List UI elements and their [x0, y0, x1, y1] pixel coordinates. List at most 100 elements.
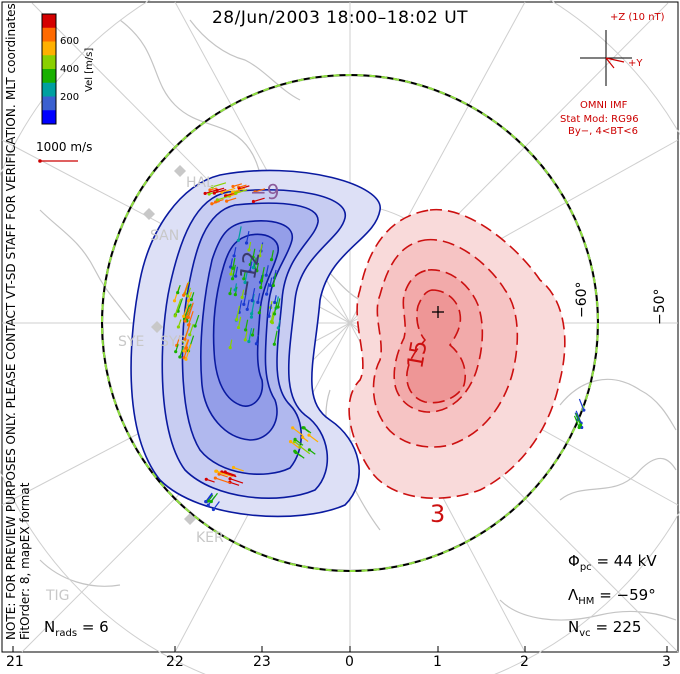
velocity-vector [246, 299, 250, 310]
velocity-vector-origin [214, 200, 218, 204]
velocity-vector-origin [269, 258, 274, 262]
velocity-vector-origin [182, 314, 186, 319]
velocity-vector-origin [301, 435, 305, 440]
vector-count: Nvc = 225 [568, 618, 641, 639]
colorbar-swatch [42, 55, 56, 70]
velocity-vector-origin [232, 254, 236, 258]
velocity-vector [308, 434, 319, 443]
velocity-vector-origin [186, 299, 191, 303]
positive-potential-cell [348, 208, 566, 499]
velocity-vector [248, 327, 253, 342]
velocity-vector [232, 187, 245, 193]
velocity-vector [237, 226, 242, 241]
site-label-san: SAN [150, 228, 180, 244]
imf-z-label: +Z (10 nT) [610, 12, 665, 23]
reference-vector-label: 1000 m/s [36, 140, 93, 154]
velocity-vector [294, 438, 304, 446]
potential-max-marker [432, 306, 444, 318]
velocity-vector-origin [186, 315, 190, 319]
velocity-vector-origin [203, 191, 207, 196]
colorbar-label: Vel [m/s] [84, 47, 95, 92]
nvc-symbol: N [568, 618, 580, 636]
velocity-vector-origin [228, 291, 232, 296]
site-label-sys: SYS [160, 334, 187, 350]
velocity-vector-origin [188, 333, 192, 337]
contour-label-15: 15 [403, 338, 433, 371]
velocity-vector-origin [231, 465, 236, 470]
velocity-vector [243, 292, 247, 305]
velocity-vector-origin [230, 277, 235, 281]
velocity-vector-origin [209, 499, 213, 504]
velocity-vector-origin [245, 307, 249, 311]
colorbar-swatch [42, 27, 56, 42]
velocity-vector-origin [251, 199, 256, 204]
velocity-vector-origin [249, 315, 254, 319]
plot-frame [1, 1, 679, 653]
velocity-vector-origin [288, 439, 293, 444]
velocity-vector-origin [174, 350, 178, 354]
velocity-vector [189, 323, 194, 335]
velocity-vector [290, 441, 301, 450]
velocity-vector [270, 311, 274, 322]
nrads-subscript: rads [55, 628, 78, 639]
velocity-vector [253, 197, 265, 203]
velocity-vector [231, 264, 236, 279]
velocity-vector-origin [259, 285, 263, 290]
velocity-vector-origin [217, 472, 221, 476]
velocity-vector-origin [242, 277, 246, 281]
velocity-vector-origin [293, 437, 297, 441]
velocity-vector-origin [291, 426, 295, 430]
velocity-vector-origin [250, 298, 254, 303]
imf-source: OMNI IMF [580, 100, 628, 111]
nrads-symbol: N [44, 618, 56, 636]
lambda-value: = −59° [599, 586, 656, 604]
velocity-vector [214, 188, 227, 194]
velocity-vector-origin [272, 342, 276, 346]
velocity-vector-origin [233, 288, 237, 292]
site-label-tig: TIG [46, 588, 70, 604]
contour-label-minus9: −9 [250, 180, 280, 204]
velocity-vector-origin [248, 269, 252, 273]
velocity-vector-origin [229, 272, 233, 276]
velocity-vector-origin [272, 312, 277, 316]
velocity-vector-origin [276, 326, 280, 330]
velocity-vector-origin [183, 337, 187, 341]
fit-order-note: FitOrder: 8, mapEX format [18, 482, 32, 640]
velocity-vector [268, 304, 272, 317]
velocity-vector-origin [176, 291, 180, 295]
velocity-vector-origin [234, 274, 238, 278]
phi-subscript: pc [579, 562, 592, 573]
velocity-vector [265, 265, 269, 276]
velocity-vector [575, 410, 582, 424]
velocity-vector-origin [307, 448, 311, 452]
colorbar-swatch [42, 82, 56, 97]
velocity-vector [229, 481, 240, 486]
velocity-vector-origin [298, 444, 302, 449]
velocity-vector [185, 343, 192, 360]
velocity-vector-origin [211, 507, 216, 512]
velocity-vector [212, 501, 220, 510]
radar-count: Nrads = 6 [44, 618, 109, 639]
velocity-vector [187, 311, 194, 326]
velocity-vector [232, 257, 236, 269]
velocity-vector-origin [271, 283, 275, 288]
velocity-vector [221, 471, 237, 478]
velocity-vector-origin [184, 357, 188, 361]
velocity-vector [205, 492, 213, 502]
velocity-vector [184, 306, 191, 322]
velocity-vector-origin [244, 241, 249, 245]
velocity-vector-origin [255, 269, 259, 273]
colorbar-swatch [42, 14, 56, 29]
velocity-vector-origin [577, 425, 581, 430]
coords-note: MLT coordinates [4, 3, 18, 100]
velocity-vector-origin [257, 311, 261, 315]
reference-vector [38, 159, 78, 163]
velocity-vector [183, 304, 190, 320]
velocity-vector [244, 270, 248, 283]
mlt-tick-1: 1 [433, 654, 442, 670]
velocity-vector-origin [264, 273, 268, 277]
velocity-vector-origin [242, 302, 246, 306]
velocity-vector-origin [206, 503, 210, 507]
velocity-vector-origin [579, 423, 583, 427]
